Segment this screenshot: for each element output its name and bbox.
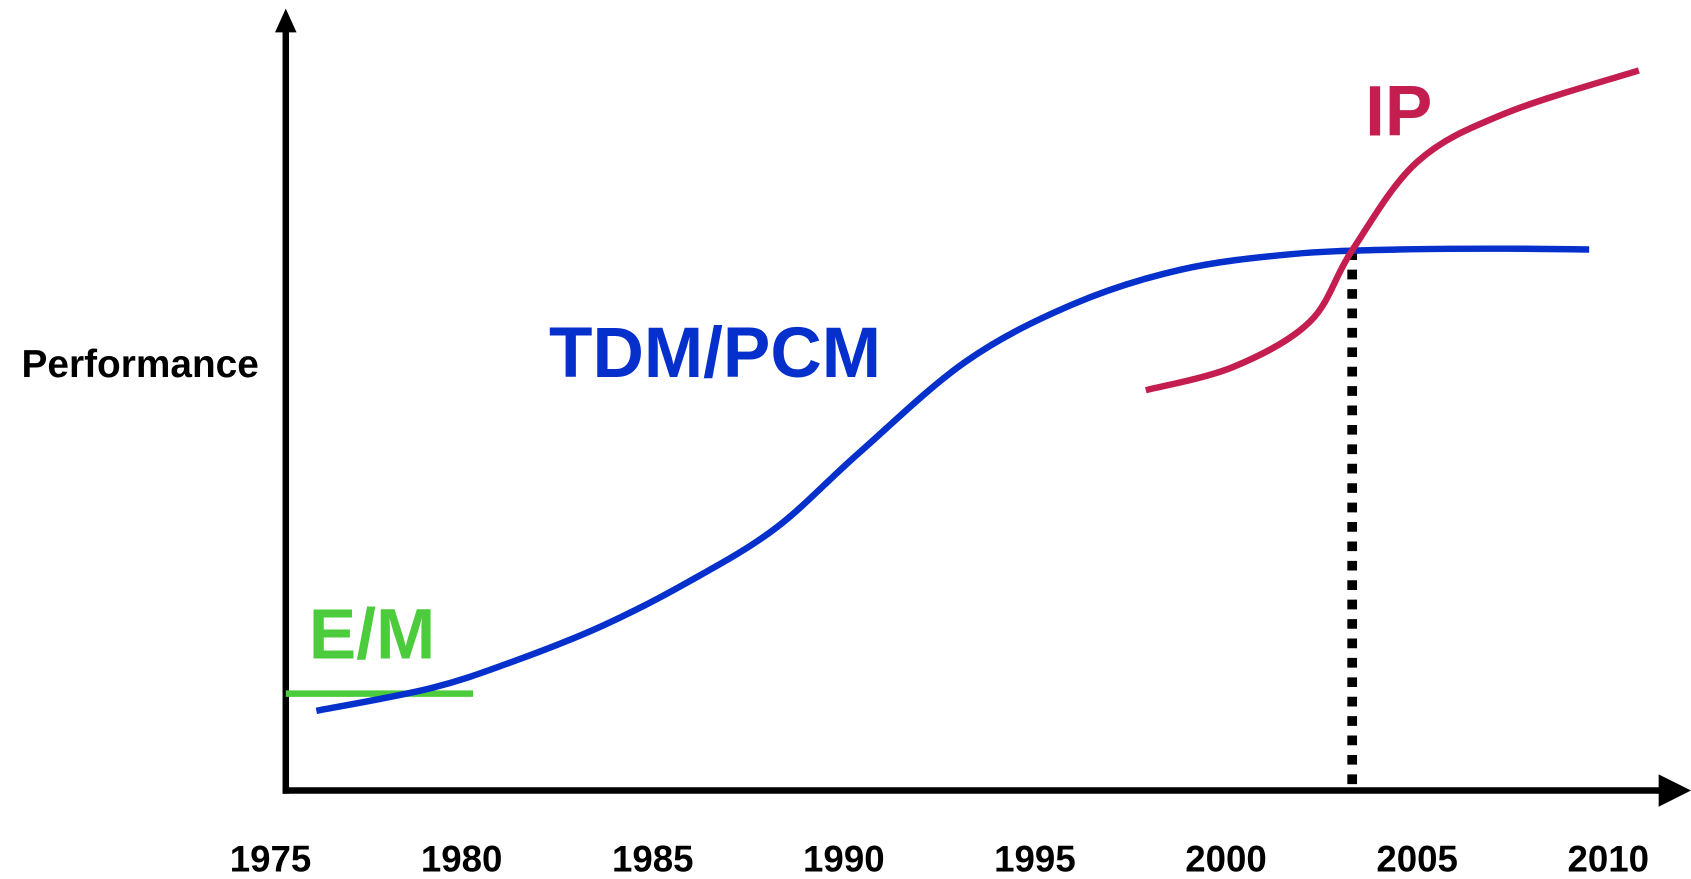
x-tick-label: 1985 <box>612 838 694 879</box>
x-tick-label: 1995 <box>994 838 1076 879</box>
series-label: TDM/PCM <box>549 314 881 393</box>
series-label: E/M <box>309 595 436 674</box>
x-axis-arrow <box>1658 774 1691 807</box>
x-tick-label: 1990 <box>803 838 885 879</box>
x-tick-label: 2000 <box>1185 838 1267 879</box>
y-axis-label: Performance <box>22 343 259 386</box>
series-line <box>315 245 1590 714</box>
series-label: IP <box>1365 72 1432 151</box>
x-tick-label: 2010 <box>1568 838 1650 879</box>
y-axis-arrow <box>275 8 297 33</box>
x-tick-label: 1975 <box>230 838 312 879</box>
x-tick-label: 1980 <box>421 838 503 879</box>
series-line <box>1144 67 1640 394</box>
x-tick-label: 2005 <box>1376 838 1458 879</box>
